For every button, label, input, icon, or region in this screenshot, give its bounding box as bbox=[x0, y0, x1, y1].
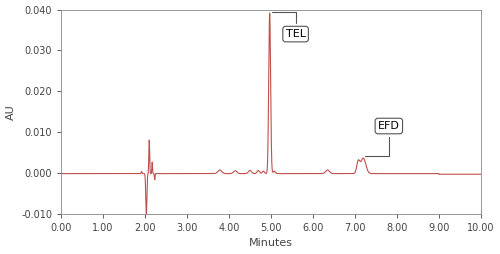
X-axis label: Minutes: Minutes bbox=[249, 239, 293, 248]
Text: TEL: TEL bbox=[272, 12, 306, 39]
Text: EFD: EFD bbox=[365, 121, 400, 156]
Y-axis label: AU: AU bbox=[6, 104, 16, 120]
